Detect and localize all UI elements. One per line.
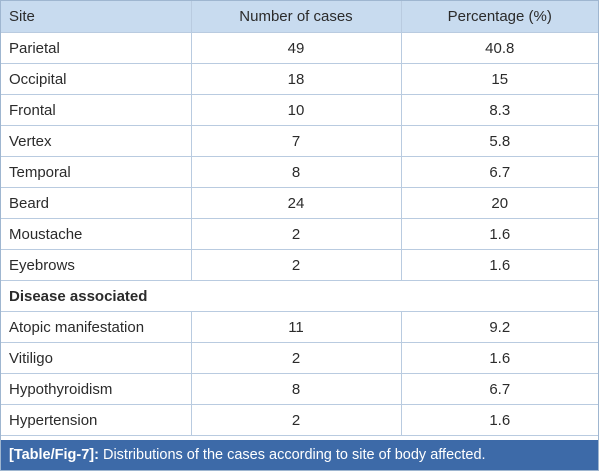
number-cell: 2 — [190, 342, 401, 374]
table-row: Vertex 7 5.8 — [1, 125, 598, 157]
number-cell: 8 — [190, 373, 401, 405]
site-cell: Frontal — [1, 94, 191, 126]
table-row: Vitiligo 2 1.6 — [1, 342, 598, 374]
table-body: Parietal 49 40.8 Occipital 18 15 Frontal 10 8.3 V… — [1, 32, 598, 436]
number-cell: 20 — [400, 187, 598, 219]
number-cell: 1.6 — [400, 404, 598, 436]
number-cell: 2 — [190, 404, 401, 436]
table-row: Hypertension 2 1.6 — [1, 404, 598, 436]
table-row: Temporal 8 6.7 — [1, 156, 598, 188]
number-cell: 6.7 — [400, 156, 598, 188]
number-cell: 2 — [190, 218, 401, 250]
site-cell: Vertex — [1, 125, 191, 157]
site-cell: Occipital — [1, 63, 191, 95]
section-heading: Disease associated — [1, 280, 598, 312]
table-row: Disease associated — [1, 280, 598, 312]
number-cell: 8 — [190, 156, 401, 188]
number-cell: 24 — [190, 187, 401, 219]
number-cell: 5.8 — [400, 125, 598, 157]
number-cell: 2 — [190, 249, 401, 281]
site-cell: Temporal — [1, 156, 191, 188]
caption: [Table/Fig-7]: Distributions of the case… — [1, 440, 598, 470]
number-cell: 10 — [190, 94, 401, 126]
data-table: Site Number of cases Percentage (%) Pariet… — [1, 1, 598, 436]
header-cell: Number of cases — [190, 1, 401, 33]
table-row: Frontal 10 8.3 — [1, 94, 598, 126]
header-cell: Site — [1, 1, 191, 33]
site-cell: Eyebrows — [1, 249, 191, 281]
table-row: Atopic manifestation 11 9.2 — [1, 311, 598, 343]
table-row: Moustache 2 1.6 — [1, 218, 598, 250]
caption-text: Distributions of the cases according to … — [102, 447, 486, 463]
table-row: Beard 24 20 — [1, 187, 598, 219]
header-row: Site Number of cases Percentage (%) — [1, 1, 598, 33]
number-cell: 1.6 — [400, 218, 598, 250]
number-cell: 18 — [190, 63, 401, 95]
site-cell: Vitiligo — [1, 342, 191, 374]
table-row: Parietal 49 40.8 — [1, 32, 598, 64]
number-cell: 11 — [190, 311, 401, 343]
number-cell: 6.7 — [400, 373, 598, 405]
number-cell: 15 — [400, 63, 598, 95]
number-cell: 40.8 — [400, 32, 598, 64]
table-row: Occipital 18 15 — [1, 63, 598, 95]
number-cell: 8.3 — [400, 94, 598, 126]
table-row: Hypothyroidism 8 6.7 — [1, 373, 598, 405]
number-cell: 9.2 — [400, 311, 598, 343]
site-cell: Hypertension — [1, 404, 191, 436]
site-cell: Parietal — [1, 32, 191, 64]
table-row: Eyebrows 2 1.6 — [1, 249, 598, 281]
number-cell: 1.6 — [400, 342, 598, 374]
caption-label: [Table/Fig-7]: — [9, 447, 99, 463]
number-cell: 1.6 — [400, 249, 598, 281]
header-cell: Percentage (%) — [400, 1, 598, 33]
site-cell: Hypothyroidism — [1, 373, 191, 405]
number-cell: 49 — [190, 32, 401, 64]
site-cell: Moustache — [1, 218, 191, 250]
number-cell: 7 — [190, 125, 401, 157]
site-cell: Beard — [1, 187, 191, 219]
site-cell: Atopic manifestation — [1, 311, 191, 343]
